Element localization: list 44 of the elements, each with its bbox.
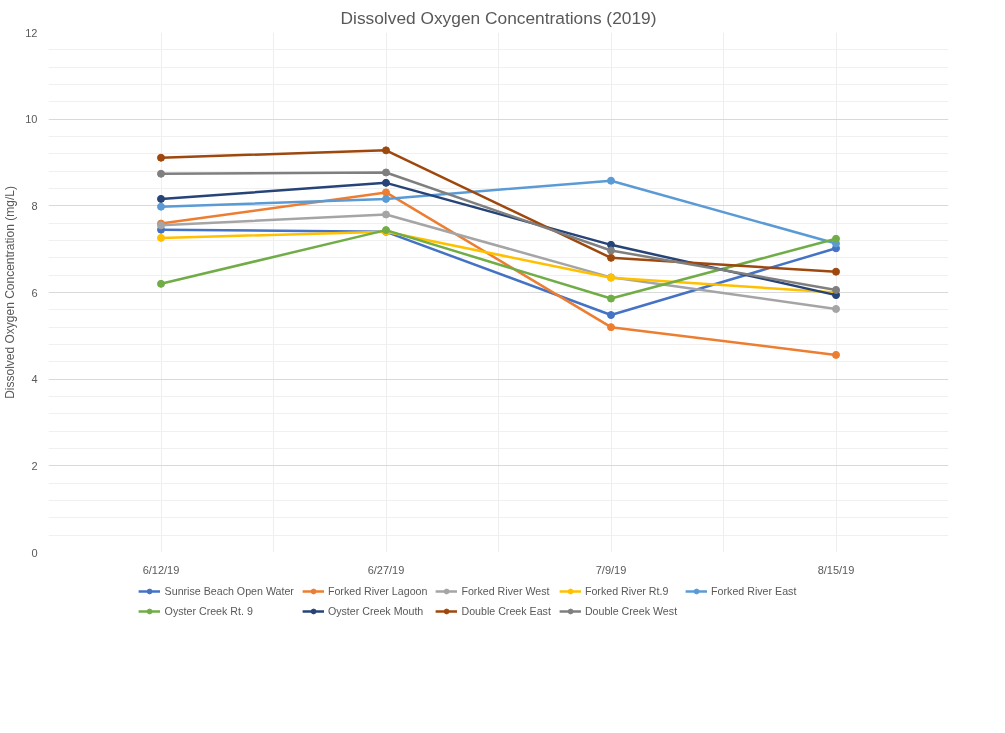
y-tick-label: 10 [25,113,38,126]
point [382,168,390,177]
legend-label: Double Creek West [584,605,678,617]
legend-label: Sunrise Beach Open Water [164,585,294,597]
legend-label: Double Creek East [461,605,551,617]
point [607,246,615,255]
legend-label: Forked River West [461,585,550,597]
legend-label: Forked River East [711,585,797,597]
y-tick-label: 6 [31,286,38,299]
y-tick-label: 12 [25,26,38,39]
point [607,323,615,332]
y-tick-label: 0 [31,546,38,559]
point [157,202,165,211]
y-axis-title: Dissolved Oxygen Concentration (mg/L) [3,186,18,399]
point [157,153,165,162]
y-tick-label: 4 [31,373,38,386]
legend-label: Oyster Creek Rt. 9 [164,605,253,617]
point [607,294,615,303]
point [157,233,165,242]
point [382,194,390,203]
legend-label: Oyster Creek Mouth [327,605,424,617]
legend-label: Forked River Lagoon [327,585,428,597]
point [382,188,390,197]
point [382,210,390,219]
point [607,176,615,185]
point [832,234,840,243]
point [832,304,840,313]
point [607,253,615,262]
point [607,311,615,320]
point [157,194,165,203]
point [382,178,390,187]
point [832,350,840,359]
point [157,169,165,178]
point [157,279,165,288]
x-tick-label: 8/15/19 [817,563,855,576]
x-tick-label: 6/12/19 [142,563,180,576]
point [832,267,840,276]
x-tick-label: 7/9/19 [595,563,627,576]
y-tick-label: 8 [31,199,38,212]
y-tick-label: 2 [31,459,38,472]
x-tick-label: 6/27/19 [367,563,405,576]
legend-label: Forked River Rt.9 [584,585,669,597]
chart-title: Dissolved Oxygen Concentrations (2019) [340,7,657,28]
point [382,146,390,155]
